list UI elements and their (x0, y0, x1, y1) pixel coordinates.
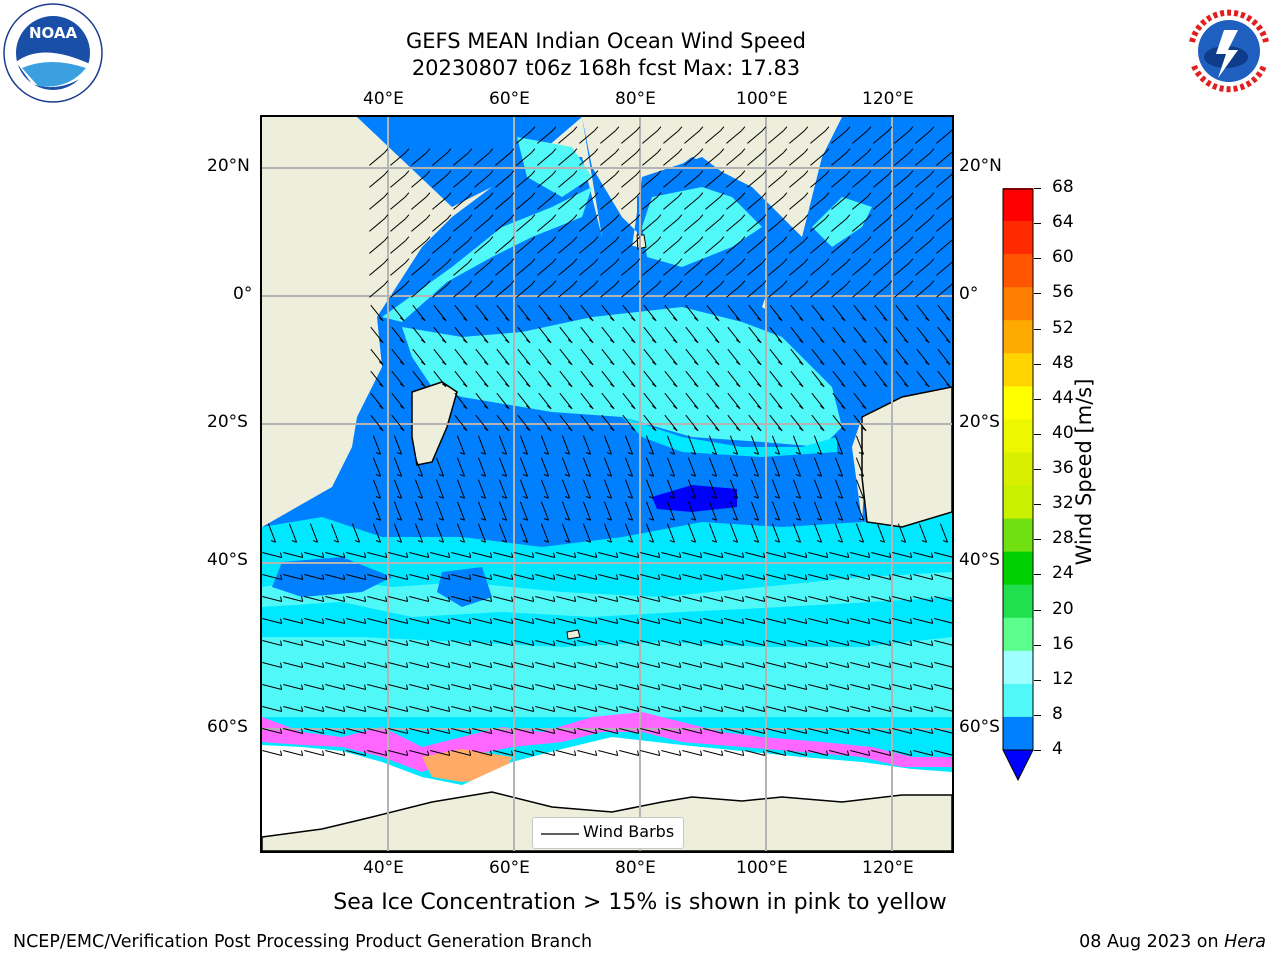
lon-tick-bottom: 60°E (489, 858, 530, 878)
colorbar-band (1003, 353, 1033, 387)
colorbar-tick-mark (1034, 504, 1041, 506)
svg-text:NOAA: NOAA (29, 24, 78, 42)
map-panel (260, 115, 954, 853)
producer-credit: NCEP/EMC/Verification Post Processing Pr… (13, 932, 593, 952)
colorbar-tick-label: 20 (1052, 598, 1074, 619)
colorbar-tick-label: 36 (1052, 458, 1074, 478)
colorbar-tick-mark (1034, 398, 1041, 400)
lon-tick-bottom: 80°E (615, 858, 656, 878)
colorbar-tick-label: 64 (1052, 212, 1074, 233)
colorbar-tick-mark (1034, 609, 1041, 611)
colorbar-tick-mark (1034, 574, 1041, 576)
colorbar-tick-mark (1034, 469, 1041, 470)
lat-tick-right: 20°N (959, 156, 1002, 176)
colorbar-band (1003, 551, 1033, 586)
map-canvas (262, 117, 952, 851)
colorbar-tick-label: 16 (1052, 633, 1074, 654)
lat-tick-right: 0° (959, 284, 979, 304)
map-legend: Wind Barbs (532, 817, 684, 849)
lat-tick-left: 20°N (207, 156, 250, 176)
lat-tick-right: 60°S (959, 717, 1000, 737)
colorbar-label: Wind Speed [m/s] (1072, 378, 1096, 566)
sea-ice-note: Sea Ice Concentration > 15% is shown in … (333, 890, 947, 915)
colorbar-tick-label: 52 (1052, 317, 1074, 338)
map-title: GEFS MEAN Indian Ocean Wind Speed (405, 29, 807, 53)
colorbar-frame (1002, 188, 1034, 751)
graticule (262, 117, 952, 851)
colorbar-tick-label: 8 (1052, 703, 1063, 724)
wind-barb-paths (262, 126, 952, 756)
nws-logo (1180, 2, 1278, 100)
colorbar-band (1003, 287, 1033, 321)
lon-tick-top: 40°E (363, 89, 404, 109)
colorbar-tick-label: 40 (1052, 422, 1074, 443)
colorbar-tick-label: 28 (1052, 528, 1074, 549)
colorbar-band (1003, 188, 1033, 222)
lon-tick-bottom: 100°E (736, 858, 788, 878)
colorbar-tick-label: 68 (1052, 177, 1074, 197)
colorbar-tick-label: 4 (1052, 739, 1063, 759)
colorbar-tick-label: 24 (1052, 563, 1074, 584)
colorbar-tick-label: 44 (1052, 387, 1074, 408)
colorbar-tick-mark (1034, 293, 1041, 295)
colorbar-band (1003, 650, 1033, 685)
lat-tick-left: 60°S (207, 717, 248, 737)
lon-tick-bottom: 120°E (862, 858, 914, 878)
issue-date: 08 Aug 2023 on Hera (1079, 932, 1266, 952)
colorbar-band (1003, 386, 1033, 420)
colorbar-tick-label: 56 (1052, 282, 1074, 303)
lon-tick-top: 80°E (615, 89, 656, 109)
colorbar-tick-mark (1034, 539, 1041, 541)
wind-barbs (262, 126, 952, 756)
colorbar-band (1003, 617, 1033, 652)
lat-tick-right: 40°S (959, 550, 1000, 570)
colorbar-band (1003, 419, 1033, 453)
colorbar-band (1003, 452, 1033, 487)
colorbar-band (1003, 320, 1033, 354)
colorbar-tick-label: 60 (1052, 247, 1074, 268)
colorbar (1002, 188, 1034, 788)
lat-tick-left: 0° (233, 284, 253, 304)
date-text: 08 Aug 2023 on (1079, 932, 1225, 952)
colorbar-band (1003, 683, 1033, 718)
colorbar-tick-label: 12 (1052, 668, 1074, 689)
colorbar-tick-mark (1034, 433, 1041, 435)
colorbar-band (1003, 221, 1033, 255)
lat-tick-left: 20°S (207, 412, 248, 432)
lat-tick-right: 20°S (959, 412, 1000, 432)
machine-name: Hera (1224, 932, 1266, 952)
colorbar-tick-label: 48 (1052, 352, 1074, 373)
lat-tick-left: 40°S (207, 550, 248, 570)
colorbar-tick-mark (1034, 750, 1041, 751)
legend-label: Wind Barbs (583, 822, 675, 841)
colorbar-tick-mark (1034, 714, 1041, 716)
colorbar-band (1003, 254, 1033, 288)
colorbar-tick-mark (1034, 188, 1041, 189)
colorbar-tick-mark (1034, 223, 1041, 225)
colorbar-band (1003, 485, 1033, 520)
noaa-logo: NOAA (2, 2, 104, 104)
lon-tick-top: 100°E (736, 89, 788, 109)
colorbar-scale (1002, 188, 1034, 782)
colorbar-tick-mark (1034, 328, 1041, 330)
colorbar-tick-mark (1034, 679, 1041, 681)
lon-tick-top: 60°E (489, 89, 530, 109)
colorbar-extend-arrow (1002, 749, 1034, 782)
colorbar-band (1003, 518, 1033, 553)
colorbar-tick-label: 32 (1052, 493, 1074, 514)
colorbar-tick-mark (1034, 644, 1041, 646)
colorbar-tick-mark (1034, 258, 1041, 260)
map-subtitle: 20230807 t06z 168h fcst Max: 17.83 (411, 56, 801, 80)
colorbar-band (1003, 584, 1033, 619)
lon-tick-bottom: 40°E (363, 858, 404, 878)
colorbar-band (1003, 716, 1033, 751)
colorbar-tick-mark (1034, 363, 1041, 365)
lon-tick-top: 120°E (862, 89, 914, 109)
